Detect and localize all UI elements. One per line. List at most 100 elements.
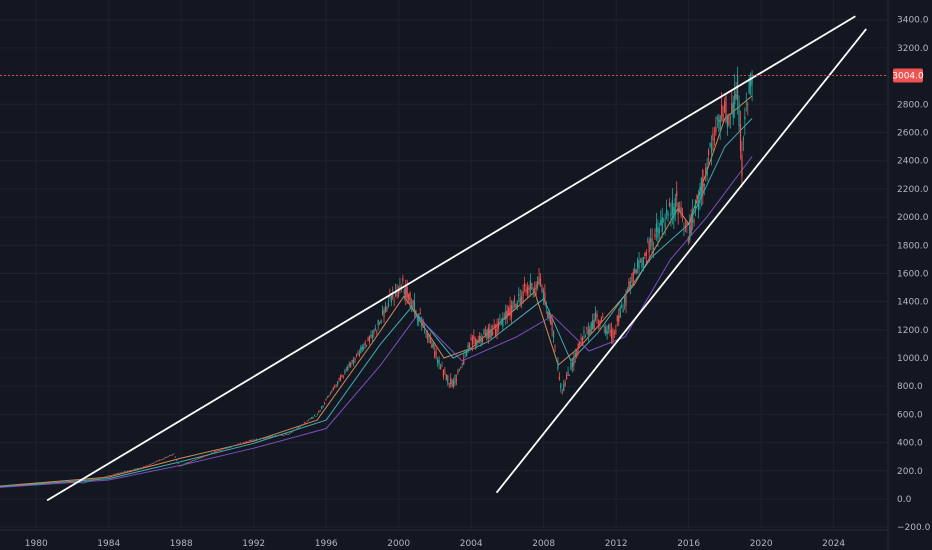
candle bbox=[89, 480, 91, 482]
candle bbox=[16, 484, 18, 486]
candle bbox=[625, 289, 627, 314]
y-tick-label: 2400.0 bbox=[897, 157, 929, 167]
candle bbox=[312, 416, 314, 420]
candle bbox=[715, 116, 717, 136]
x-tick-label: 2020 bbox=[750, 539, 773, 549]
candle bbox=[722, 105, 724, 125]
x-tick-label: 1980 bbox=[25, 539, 48, 549]
candle bbox=[535, 281, 537, 297]
candle bbox=[135, 468, 137, 470]
candle bbox=[515, 303, 517, 310]
candle bbox=[118, 472, 120, 474]
candle bbox=[305, 422, 307, 424]
candle bbox=[368, 335, 371, 345]
y-tick-label: 1000.0 bbox=[897, 354, 929, 364]
candle bbox=[399, 277, 401, 294]
candle bbox=[379, 321, 381, 326]
candle bbox=[323, 401, 326, 405]
candle bbox=[73, 481, 75, 483]
candle bbox=[610, 322, 613, 344]
upper-trend-line[interactable] bbox=[46, 15, 856, 502]
candle bbox=[476, 338, 478, 349]
candle bbox=[90, 480, 92, 482]
candle bbox=[363, 343, 365, 351]
candle bbox=[526, 282, 529, 300]
candle bbox=[554, 344, 556, 352]
candle bbox=[351, 359, 353, 365]
candle bbox=[403, 288, 405, 301]
candle bbox=[155, 460, 158, 462]
candle bbox=[584, 333, 587, 338]
y-tick-label: 0.0 bbox=[897, 495, 912, 505]
candle bbox=[676, 181, 678, 208]
lower-trend-line[interactable] bbox=[495, 28, 867, 494]
candle bbox=[461, 362, 463, 368]
candle bbox=[202, 456, 204, 458]
candle bbox=[700, 177, 702, 207]
candle bbox=[490, 324, 492, 340]
moving-average-line-3 bbox=[0, 156, 753, 488]
candle bbox=[47, 482, 49, 484]
candle bbox=[86, 481, 88, 483]
candle bbox=[160, 459, 162, 461]
candle bbox=[142, 466, 145, 468]
candle bbox=[345, 366, 347, 372]
candle bbox=[116, 473, 118, 475]
candle bbox=[355, 353, 358, 358]
candle bbox=[296, 427, 298, 429]
candle bbox=[593, 313, 595, 332]
x-tick-label: 2024 bbox=[822, 539, 845, 549]
candle bbox=[660, 210, 662, 226]
candle bbox=[599, 319, 601, 331]
candle bbox=[710, 135, 713, 166]
x-tick-label: 2016 bbox=[677, 539, 700, 549]
trend-lines[interactable] bbox=[46, 15, 867, 502]
price-axis[interactable]: 3400.0 3200.0 2800.0 2600.0 2400.0 2200.0 2000… bbox=[897, 16, 931, 533]
candle bbox=[26, 484, 29, 486]
candle bbox=[552, 330, 555, 343]
candle bbox=[151, 462, 153, 464]
candle bbox=[437, 357, 439, 367]
candle bbox=[386, 305, 388, 312]
candle bbox=[257, 438, 259, 441]
candle bbox=[70, 481, 72, 483]
candle bbox=[561, 388, 563, 395]
candle bbox=[247, 441, 249, 443]
candle bbox=[51, 482, 53, 484]
candle bbox=[523, 276, 526, 293]
candle bbox=[205, 455, 207, 457]
candle bbox=[708, 148, 710, 167]
candle bbox=[195, 459, 197, 461]
candle bbox=[651, 228, 653, 256]
candle bbox=[745, 92, 747, 112]
time-axis[interactable]: 1980 1984 1988 1992 1996 2000 2004 2008 2012 2016… bbox=[25, 539, 846, 549]
candle bbox=[158, 459, 161, 461]
candle bbox=[350, 362, 352, 368]
candle bbox=[412, 299, 414, 312]
x-tick-label: 2004 bbox=[460, 539, 483, 549]
candle bbox=[703, 183, 705, 196]
candle bbox=[580, 333, 582, 345]
candle bbox=[316, 413, 318, 416]
candle bbox=[57, 482, 59, 483]
y-tick-label: 1600.0 bbox=[897, 269, 929, 279]
candle bbox=[38, 483, 40, 485]
candle bbox=[618, 308, 620, 327]
candle bbox=[457, 368, 459, 375]
candle bbox=[683, 222, 685, 237]
candle bbox=[481, 335, 484, 345]
candle bbox=[237, 443, 239, 446]
candle bbox=[184, 463, 187, 465]
candle bbox=[166, 457, 168, 458]
candle bbox=[232, 445, 234, 447]
candle bbox=[634, 262, 636, 275]
candle bbox=[321, 405, 323, 410]
candle bbox=[687, 236, 689, 246]
candle bbox=[467, 341, 469, 354]
candle bbox=[154, 461, 156, 463]
candle bbox=[525, 284, 527, 296]
candle bbox=[255, 438, 258, 440]
candle bbox=[513, 295, 516, 308]
candle bbox=[719, 115, 721, 141]
